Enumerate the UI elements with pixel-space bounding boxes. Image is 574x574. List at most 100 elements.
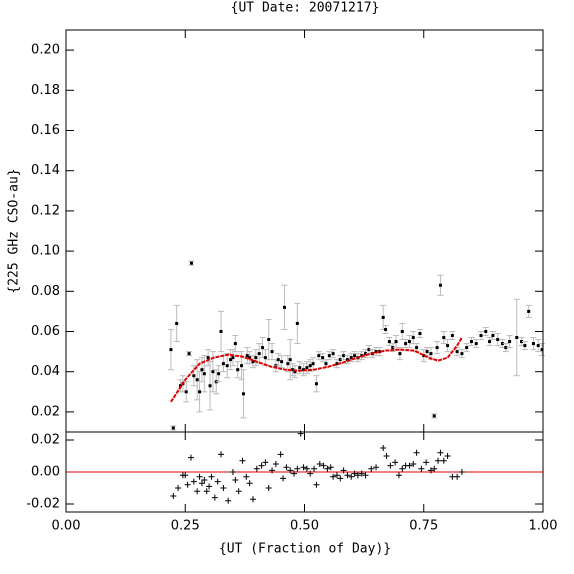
data-point: [394, 340, 398, 344]
residual-point: [395, 472, 402, 479]
y-tick-label: 0.02: [31, 404, 60, 419]
data-point: [404, 342, 408, 346]
residual-point: [316, 461, 323, 467]
data-point: [479, 334, 483, 338]
residual-point: [229, 469, 236, 475]
data-point: [469, 340, 473, 344]
data-point: [536, 344, 540, 348]
data-point: [484, 330, 488, 333]
residual-point: [458, 469, 465, 475]
data-point: [381, 315, 385, 319]
data-point: [435, 346, 439, 350]
residual-point: [431, 465, 438, 472]
residual-point: [208, 473, 215, 480]
data-point: [251, 360, 255, 364]
data-point: [324, 362, 328, 366]
y-tick-label: 0.04: [31, 364, 60, 379]
data-point: [229, 358, 233, 362]
data-point: [540, 348, 544, 352]
data-point: [496, 338, 500, 342]
data-point: [184, 390, 188, 394]
data-point: [387, 340, 391, 344]
data-point: [488, 340, 492, 344]
data-point: [429, 352, 433, 356]
data-point: [349, 356, 353, 360]
data-point: [321, 356, 325, 360]
data-point: [200, 368, 204, 372]
data-point: [263, 356, 267, 360]
y-tick-label: 0.18: [31, 83, 60, 98]
data-point: [432, 414, 436, 418]
residual-point: [348, 473, 355, 480]
data-point: [455, 350, 459, 354]
residual-point: [287, 467, 294, 474]
residual-point: [333, 472, 340, 479]
data-point: [241, 392, 245, 396]
data-point: [367, 348, 371, 352]
data-point: [308, 364, 312, 368]
data-point: [391, 346, 395, 350]
data-point: [291, 368, 295, 372]
residual-point: [225, 497, 232, 504]
residual-point: [399, 465, 406, 472]
residual-point: [283, 464, 290, 471]
data-point: [500, 342, 504, 346]
residual-point: [235, 488, 242, 495]
residual-point: [211, 494, 218, 501]
data-point: [198, 390, 202, 394]
x-tick-label: 0.75: [409, 519, 438, 534]
x-tick-label: 1.00: [529, 519, 558, 534]
residual-point: [423, 459, 430, 466]
data-point: [257, 352, 261, 356]
residual-point: [313, 481, 320, 488]
residual-point: [330, 473, 337, 480]
data-point: [211, 370, 215, 374]
residual-point: [437, 449, 444, 456]
residual-point: [232, 477, 239, 483]
data-point: [195, 378, 199, 382]
data-point: [504, 346, 508, 350]
residual-point: [170, 493, 177, 499]
data-point: [267, 338, 271, 342]
residual-point: [454, 473, 461, 480]
data-point: [208, 384, 212, 388]
data-point: [398, 352, 402, 356]
data-point: [217, 372, 221, 376]
data-point: [311, 362, 315, 366]
data-point: [233, 342, 237, 346]
data-point: [298, 366, 302, 370]
residual-point: [269, 467, 276, 474]
data-point: [531, 342, 535, 346]
data-point: [491, 334, 495, 338]
data-point: [305, 366, 309, 370]
data-point: [231, 356, 235, 360]
residual-point: [413, 449, 420, 456]
data-point: [236, 368, 240, 372]
data-point: [293, 370, 297, 374]
data-point: [189, 261, 193, 265]
data-point: [171, 426, 175, 430]
data-point: [248, 356, 252, 360]
data-point: [415, 346, 419, 350]
data-point: [422, 354, 426, 358]
residual-point: [311, 465, 318, 472]
residual-point: [344, 472, 351, 479]
y-tick-label: 0.00: [31, 465, 60, 480]
data-point: [335, 362, 339, 366]
residual-point: [383, 453, 390, 459]
residual-point: [201, 477, 208, 483]
data-point: [187, 352, 191, 356]
data-point: [286, 362, 290, 366]
residual-point: [214, 478, 221, 485]
data-point: [169, 348, 173, 352]
residual-point: [258, 462, 265, 469]
chart-title: {UT Date: 20071217}: [231, 1, 380, 16]
data-point: [425, 350, 429, 354]
data-point: [418, 332, 422, 336]
residual-point: [427, 467, 434, 474]
data-point: [400, 330, 404, 333]
residual-point: [265, 485, 272, 491]
data-point: [314, 382, 318, 386]
data-point: [175, 321, 179, 325]
